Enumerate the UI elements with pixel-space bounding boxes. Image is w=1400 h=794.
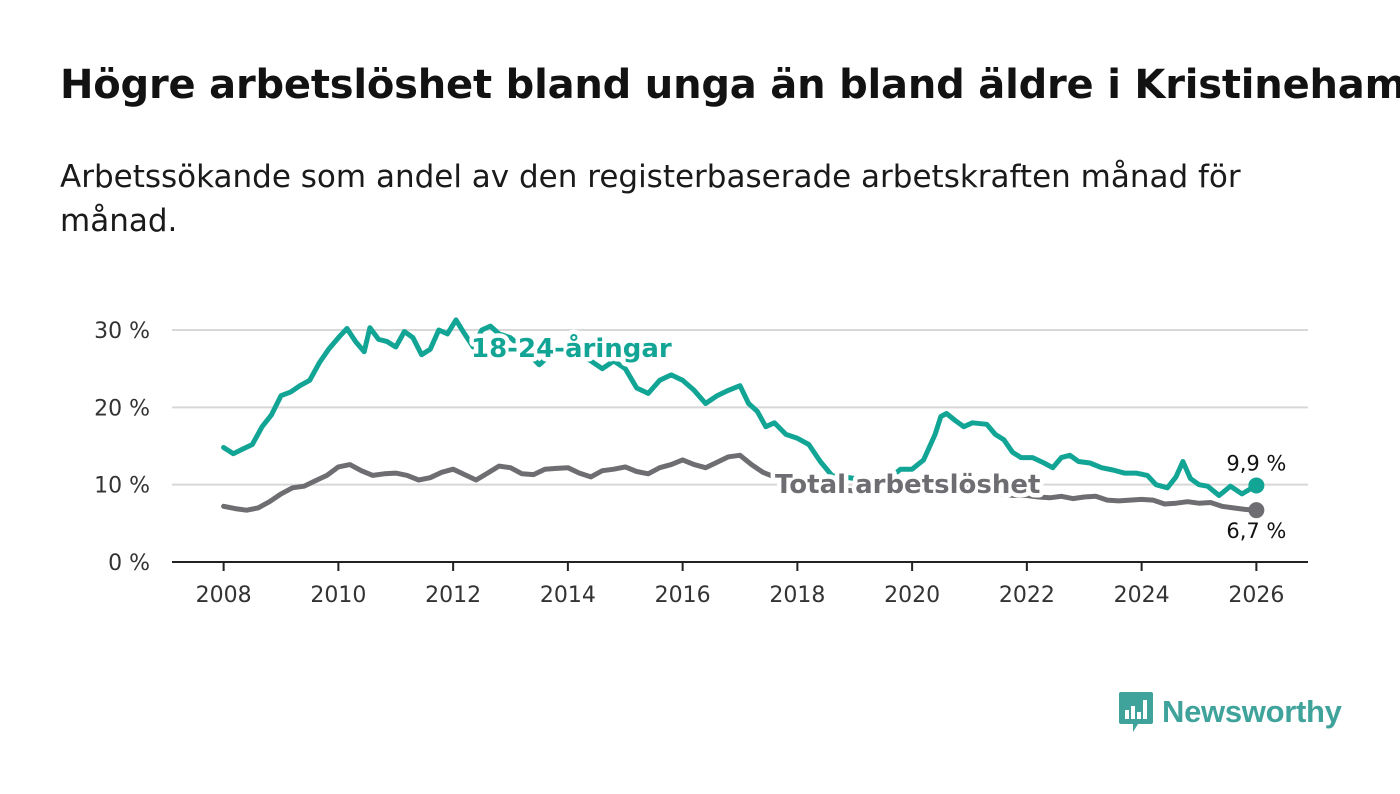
chart-title: Högre arbetslöshet bland unga än bland ä…	[60, 62, 1400, 108]
series-line-total	[221, 452, 1259, 513]
y-tick-label-30: 30 %	[94, 319, 150, 344]
y-tick-label-10: 10 %	[94, 474, 150, 499]
series-name-total-text: Total arbetslöshet	[775, 470, 1040, 500]
x-tick-label-2026: 2026	[1228, 583, 1284, 608]
bar-chart-speech-bubble-icon	[1119, 692, 1153, 732]
chart-subtitle: Arbetssökande som andel av den registerb…	[60, 159, 1241, 239]
grid-lines	[172, 329, 1308, 563]
newsworthy-logo: Newsworthy	[1118, 690, 1342, 734]
y-tick-label-20: 20 %	[94, 396, 150, 421]
y-tick-label-0: 0 %	[108, 551, 150, 576]
x-tick-label-2010: 2010	[310, 583, 366, 608]
y-axis-ticks: 0 % 10 % 20 % 30 %	[94, 319, 150, 576]
x-tick-label-2008: 2008	[196, 583, 252, 608]
brand-name: Newsworthy	[1162, 694, 1342, 729]
x-axis-ticks: 2008 2010 2012 2014 2016 2018 2020 2022 2024 2026	[196, 562, 1284, 608]
x-tick-label-2018: 2018	[769, 583, 825, 608]
series-name-total-halo: Total arbetslöshet	[775, 470, 1040, 500]
x-tick-label-2022: 2022	[999, 583, 1055, 608]
end-point-total	[1248, 502, 1265, 519]
x-tick-label-2016: 2016	[655, 583, 711, 608]
x-tick-label-2024: 2024	[1114, 583, 1170, 608]
series-name-youth-text: 18-24-åringar	[471, 332, 672, 364]
x-tick-label-2012: 2012	[425, 583, 481, 608]
series-name-youth-halo: 18-24-åringar	[471, 332, 672, 364]
end-point-youth	[1248, 477, 1265, 494]
x-tick-label-2014: 2014	[540, 583, 596, 608]
x-tick-label-2020: 2020	[884, 583, 940, 608]
series-lines	[221, 317, 1265, 519]
series-line-youth	[221, 317, 1259, 498]
end-label-youth: 9,9 %	[1226, 451, 1286, 475]
end-label-total: 6,7 %	[1226, 519, 1286, 543]
